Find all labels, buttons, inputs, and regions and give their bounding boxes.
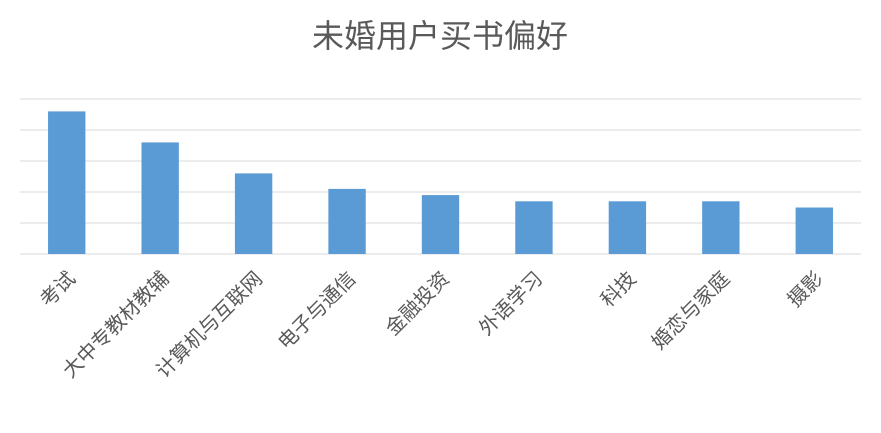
bar bbox=[141, 142, 179, 254]
bar bbox=[702, 201, 740, 254]
x-tick-label: 科技 bbox=[596, 266, 641, 311]
bar bbox=[421, 195, 460, 254]
bar bbox=[608, 201, 647, 254]
bar bbox=[515, 201, 553, 254]
bar bbox=[328, 188, 366, 254]
x-tick-label: 电子与通信 bbox=[273, 266, 361, 354]
x-tick-label: 婚恋与家庭 bbox=[647, 266, 735, 354]
x-tick-label: 金融投资 bbox=[380, 266, 454, 340]
bar bbox=[234, 173, 273, 254]
bar bbox=[48, 111, 86, 255]
x-tick-label: 摄影 bbox=[782, 266, 827, 311]
chart-title: 未婚用户买书偏好 bbox=[312, 17, 568, 55]
x-tick-label: 考试 bbox=[35, 266, 80, 311]
bar bbox=[795, 207, 833, 254]
x-tick-label: 外语学习 bbox=[474, 266, 548, 340]
